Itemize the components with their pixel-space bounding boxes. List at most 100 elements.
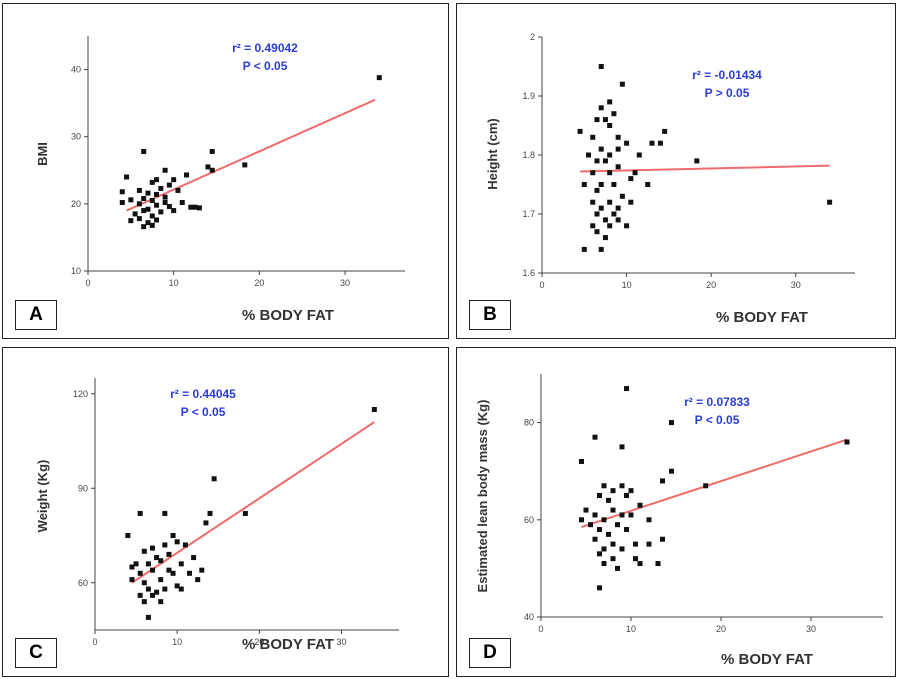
data-point <box>158 577 164 583</box>
data-point <box>624 223 630 229</box>
data-point <box>628 176 634 182</box>
data-point <box>611 211 617 217</box>
data-point <box>158 185 164 191</box>
data-point <box>136 187 142 193</box>
panel-letter-a: A <box>15 300 57 330</box>
data-point <box>205 164 211 170</box>
data-point <box>611 111 617 117</box>
data-point <box>598 246 604 252</box>
data-point <box>154 217 160 223</box>
data-point <box>592 536 598 542</box>
data-point <box>174 583 180 589</box>
y-tick-label: 40 <box>524 612 534 622</box>
data-point <box>132 211 138 217</box>
x-tick-label: 30 <box>336 637 346 647</box>
y-tick-label: 20 <box>71 199 81 209</box>
x-tick-label: 10 <box>622 280 632 290</box>
data-point <box>178 586 184 592</box>
x-tick-label: 10 <box>626 624 636 634</box>
data-point <box>376 75 382 81</box>
data-point <box>128 197 134 203</box>
y-tick-label: 1.8 <box>522 150 535 160</box>
data-point <box>191 555 197 561</box>
data-point <box>154 555 160 561</box>
data-point <box>188 204 194 210</box>
data-point <box>137 570 143 576</box>
chart-a: 0 10 20 30 10 20 30 40 r² = 0.49042 P < 0.05 % BOD… <box>35 36 405 324</box>
y-axis-label-a: BMI <box>35 142 50 166</box>
data-point <box>703 483 709 489</box>
data-point <box>137 592 143 598</box>
data-point <box>637 502 643 508</box>
r-squared-annotation-c: r² = 0.44045 <box>170 387 236 401</box>
data-point <box>607 223 613 229</box>
y-tick-label: 30 <box>71 132 81 142</box>
data-point <box>598 105 604 111</box>
data-point <box>170 570 176 576</box>
y-tick-label: 1.7 <box>522 209 535 219</box>
x-tick-label: 0 <box>539 280 544 290</box>
panel-letter-c: C <box>15 638 57 668</box>
data-point <box>196 205 202 211</box>
regression-line-b <box>580 164 830 173</box>
data-point <box>141 580 147 586</box>
data-point <box>154 191 160 197</box>
data-point <box>615 134 621 140</box>
data-point <box>606 497 611 503</box>
data-point <box>619 512 625 518</box>
data-point <box>581 182 587 187</box>
data-point <box>633 541 638 547</box>
data-point <box>166 567 172 573</box>
data-point <box>607 99 613 105</box>
data-point <box>141 548 147 554</box>
data-point <box>145 561 151 567</box>
data-point <box>199 567 205 573</box>
y-axis-label-d: Estimated lean body mass (Kg) <box>475 400 490 593</box>
data-point <box>645 182 651 187</box>
data-point <box>602 158 608 164</box>
x-axis-label-a: % BODY FAT <box>242 307 334 324</box>
data-point <box>579 517 584 523</box>
data-point <box>646 517 652 523</box>
x-axis-label-b: % BODY FAT <box>716 309 808 326</box>
data-point <box>128 218 134 224</box>
data-point <box>619 193 625 199</box>
data-point <box>628 199 634 205</box>
data-point <box>601 561 607 567</box>
r-squared-annotation-b: r² = -0.01434 <box>692 68 762 82</box>
data-point <box>149 213 155 219</box>
data-point <box>611 182 617 187</box>
data-point <box>602 117 608 123</box>
data-point <box>597 585 602 591</box>
data-point <box>141 148 147 154</box>
y-axis-label-b: Height (cm) <box>485 118 500 190</box>
data-point <box>590 134 596 140</box>
data-point <box>619 483 625 489</box>
x-tick-label: 20 <box>706 280 716 290</box>
p-value-annotation-d: P < 0.05 <box>695 413 740 427</box>
data-point <box>182 542 188 548</box>
data-point <box>610 488 616 494</box>
r-squared-annotation-d: r² = 0.07833 <box>684 395 750 409</box>
data-point <box>598 146 604 152</box>
data-point <box>136 201 142 207</box>
data-point <box>624 140 630 146</box>
data-point <box>136 216 142 222</box>
data-point <box>649 140 655 146</box>
x-tick-label: 0 <box>85 278 90 288</box>
data-point <box>175 187 181 193</box>
data-point <box>610 507 616 513</box>
data-point <box>242 510 248 516</box>
data-point <box>125 533 131 538</box>
data-point <box>602 217 608 223</box>
data-point <box>162 194 168 200</box>
panel-a: 0 10 20 30 10 20 30 40 r² = 0.49042 P < 0.05 % BOD… <box>2 3 449 339</box>
data-point <box>145 190 151 196</box>
data-point <box>607 170 613 176</box>
data-point <box>583 507 589 513</box>
data-point <box>624 386 629 392</box>
regression-line-d <box>581 438 848 529</box>
data-point <box>209 148 215 154</box>
x-tick-label: 0 <box>538 624 543 634</box>
data-point <box>598 205 604 211</box>
